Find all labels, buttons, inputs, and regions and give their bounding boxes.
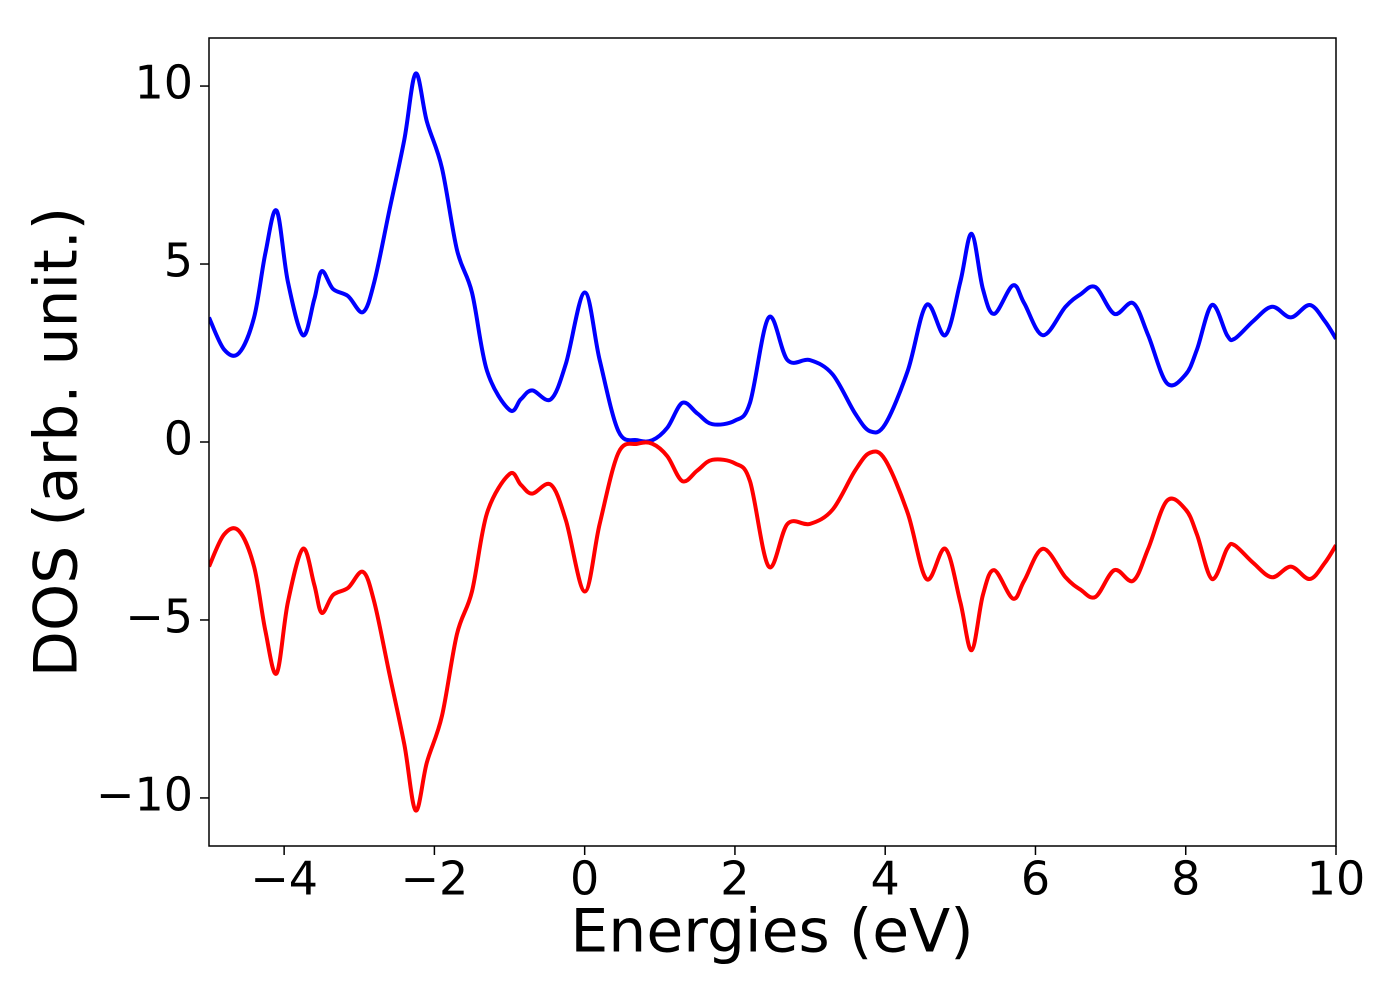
y-tick-label: −5 (125, 589, 193, 643)
x-tick-label: 8 (1171, 852, 1200, 906)
y-axis-label: DOS (arb. unit.) (22, 207, 92, 677)
y-tick-label: 0 (164, 412, 193, 466)
x-tick-label: −4 (250, 852, 318, 906)
y-tick-label: 10 (134, 56, 193, 110)
x-tick-label: 4 (871, 852, 900, 906)
x-tick-label: 0 (570, 852, 599, 906)
plot-frame (208, 37, 1337, 847)
series-line (209, 71, 1336, 444)
x-tick-label: −2 (400, 852, 468, 906)
x-tick-label: 10 (1307, 852, 1366, 906)
x-axis-label: Energies (eV) (570, 897, 973, 967)
x-tick-label: 6 (1021, 852, 1050, 906)
y-tick-label: 5 (164, 234, 193, 288)
series-line (209, 440, 1336, 813)
x-tick-label: 2 (720, 852, 749, 906)
y-tick-label: −10 (96, 767, 193, 821)
